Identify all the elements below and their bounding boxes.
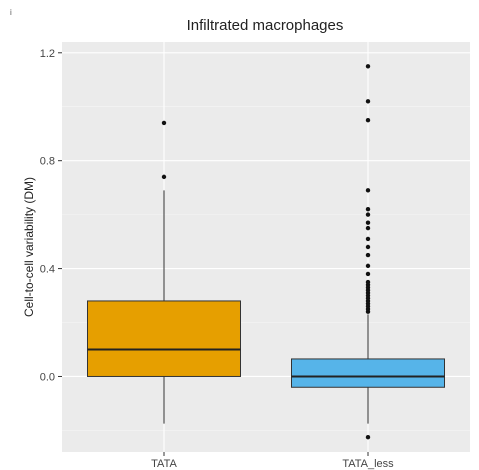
outlier-point [365,220,371,225]
x-tick-label: TATA_less [342,458,394,470]
outlier-point [365,279,371,285]
box-layer [87,64,445,440]
chart-title: Infiltrated macrophages [187,17,344,34]
outlier-point [365,236,371,242]
x-tick-label: TATA [151,458,177,470]
outlier-point [365,244,371,250]
box-group-tata-less [291,64,445,440]
outlier-point [365,207,371,212]
outlier-point [365,263,371,269]
box [291,358,445,388]
outlier-point [365,64,371,69]
y-axis-title: Cell-to-cell variability (DM) [22,177,36,317]
outlier-point [365,99,371,104]
outlier-point [161,174,167,180]
box [87,300,241,377]
outlier-point [365,225,371,231]
y-tick-label: 0.8 [40,156,55,168]
box-group-tata [87,120,241,424]
outlier-point [161,120,167,126]
x-axis-ticks: TATA TATA_less [151,452,394,470]
outlier-point [365,188,371,193]
outlier-point [365,271,371,277]
y-tick-label: 1.2 [40,48,55,60]
y-axis-ticks: 0.0 0.4 0.8 1.2 [40,48,62,383]
plot-background [62,42,470,452]
y-tick-label: 0.4 [40,264,55,276]
corner-mark: i [10,8,12,17]
outlier-point [365,212,371,217]
y-tick-label: 0.0 [40,371,55,383]
outlier-point [365,118,371,123]
outlier-point [365,252,371,258]
outlier-point [365,434,371,440]
